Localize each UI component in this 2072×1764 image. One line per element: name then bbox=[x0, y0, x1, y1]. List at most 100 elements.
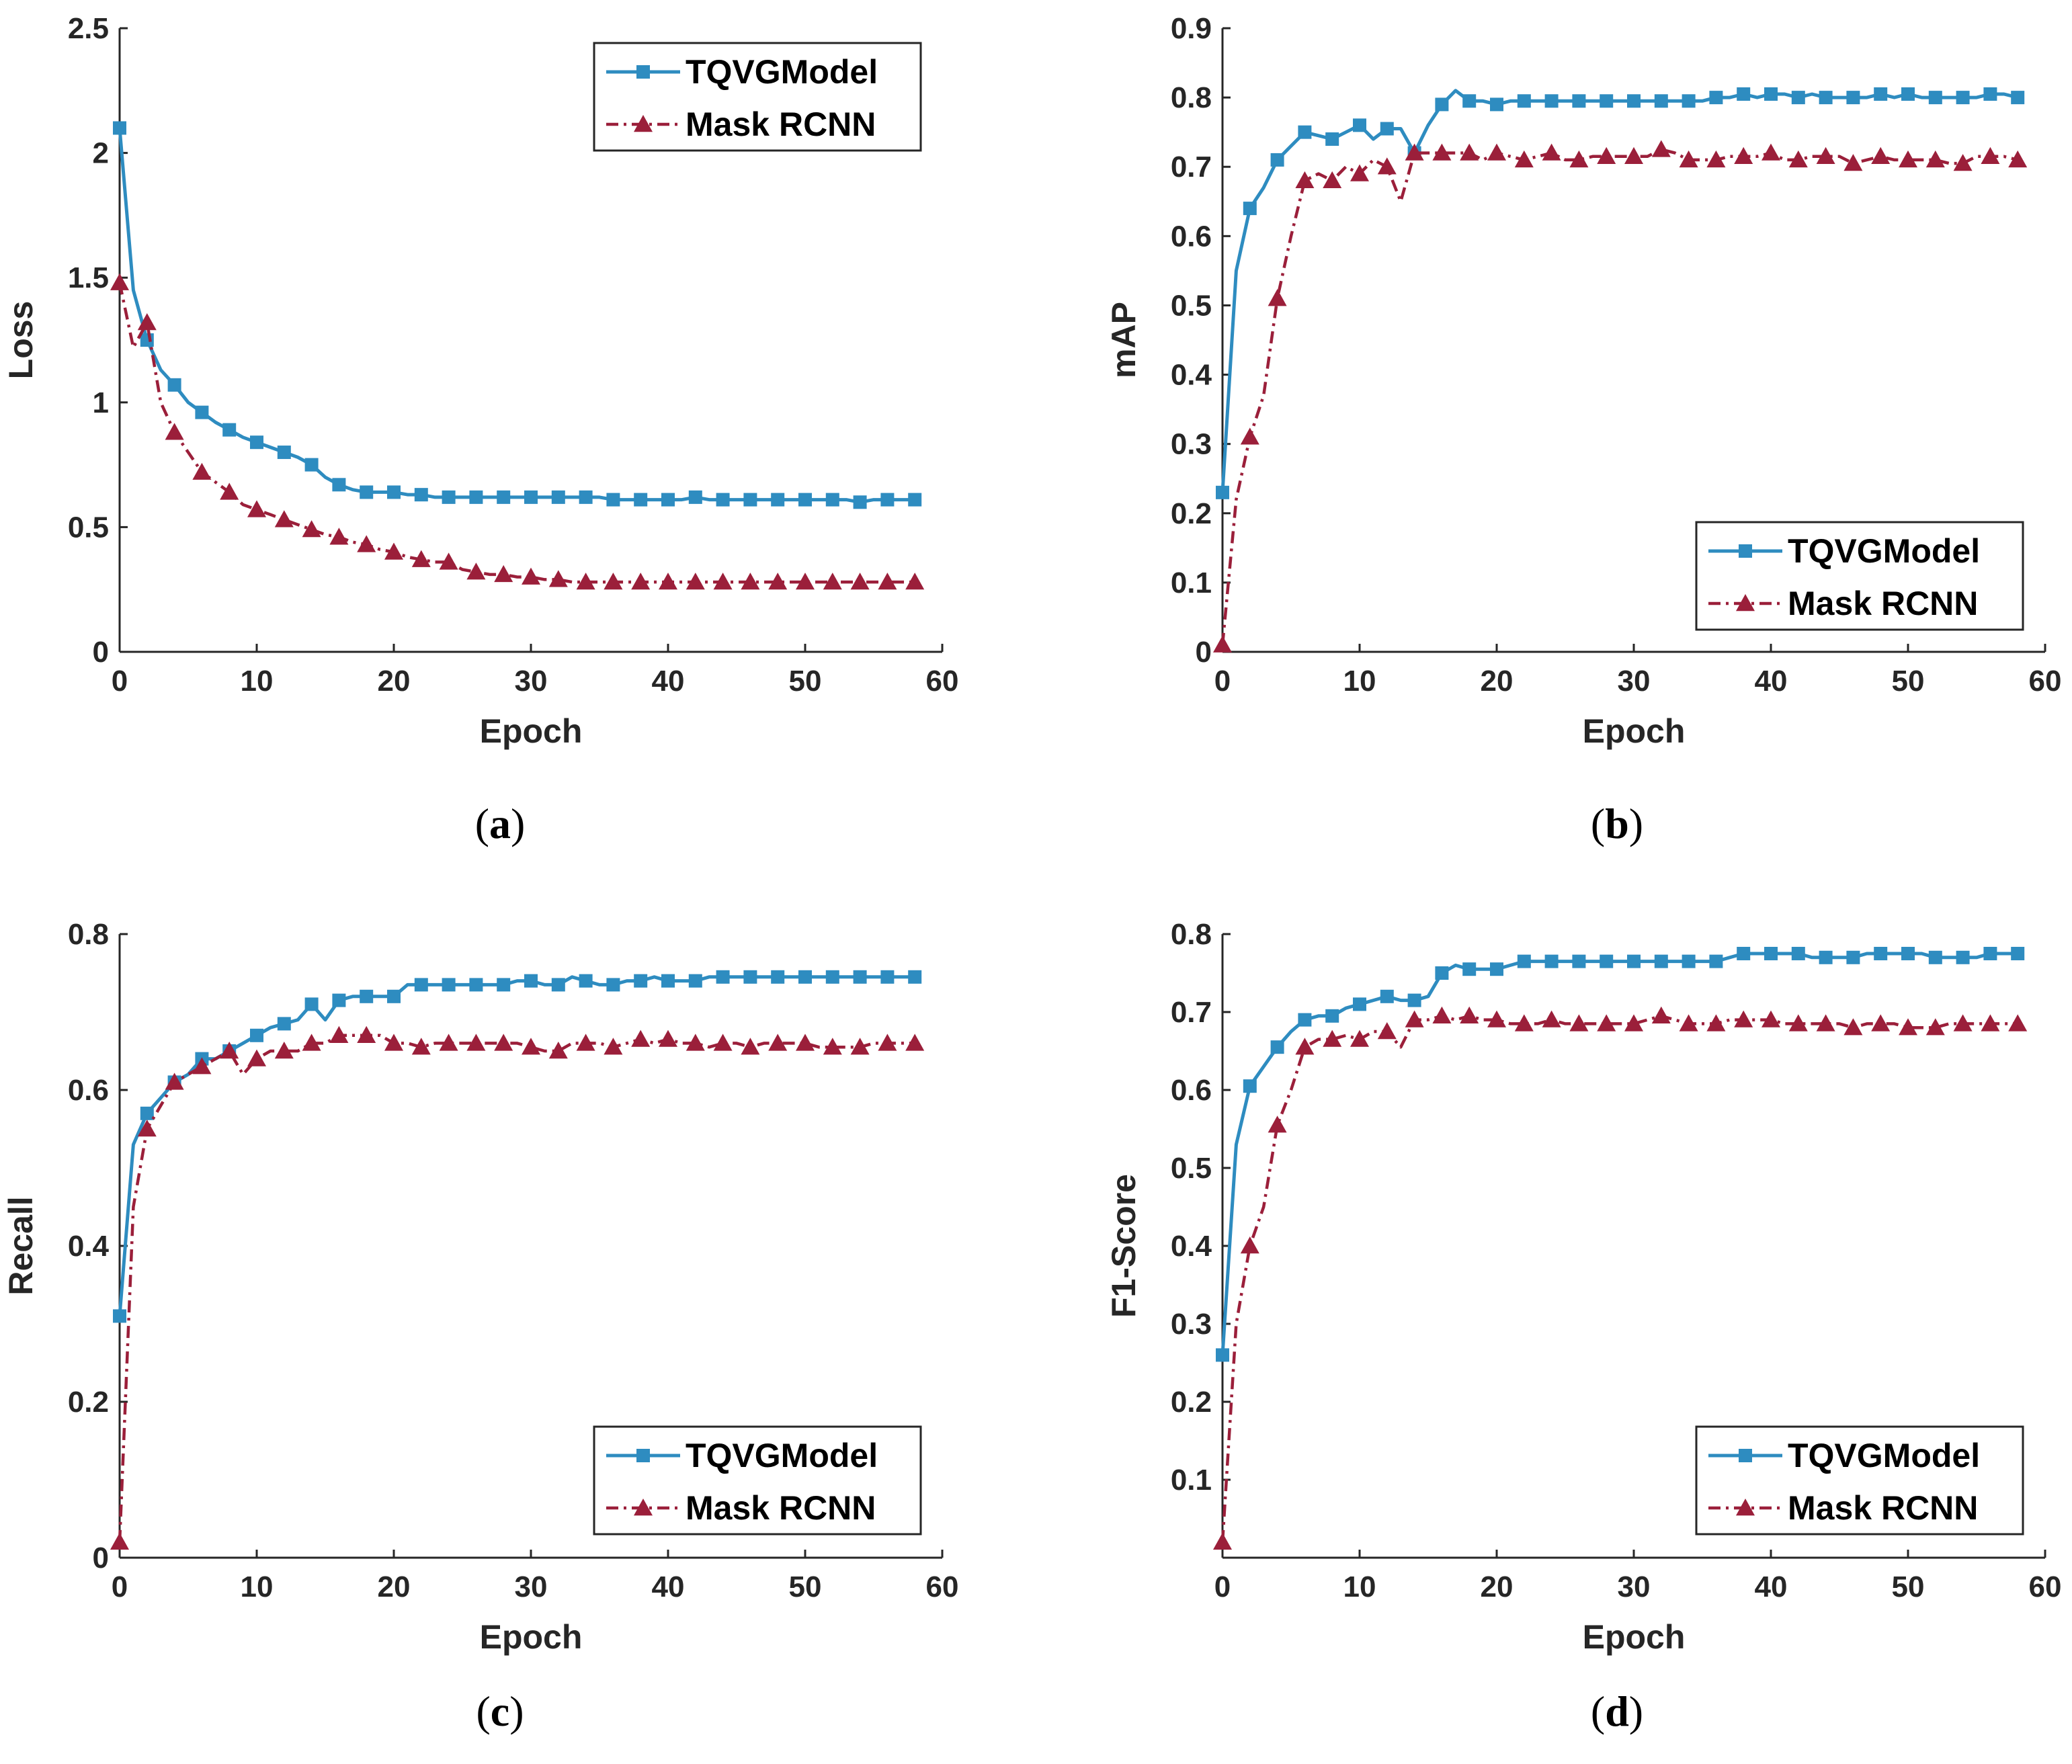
data-point bbox=[2008, 1014, 2028, 1032]
caption-letter: b bbox=[1605, 800, 1629, 847]
data-point bbox=[576, 573, 595, 590]
y-tick-label: 0.1 bbox=[1171, 1464, 1212, 1497]
series-line bbox=[1220, 1014, 2018, 1542]
data-point bbox=[1270, 1040, 1284, 1054]
data-point bbox=[247, 1049, 266, 1066]
series-tqvgmodel bbox=[1216, 947, 2025, 1362]
series-tqvgmodel bbox=[1216, 87, 2025, 499]
y-tick-label: 0.5 bbox=[1171, 289, 1212, 322]
data-point bbox=[878, 1034, 897, 1051]
data-point bbox=[661, 493, 675, 507]
data-point bbox=[1572, 954, 1586, 968]
data-point bbox=[631, 573, 651, 590]
caption-close: ) bbox=[511, 800, 525, 847]
data-point bbox=[743, 493, 757, 507]
data-point bbox=[1764, 947, 1778, 960]
data-point bbox=[1353, 997, 1366, 1011]
y-tick-label: 2.5 bbox=[68, 12, 109, 45]
legend-marker bbox=[1739, 1449, 1752, 1462]
y-tick-label: 0.1 bbox=[1171, 566, 1212, 599]
data-point bbox=[604, 1038, 623, 1055]
y-tick-label: 1 bbox=[93, 386, 109, 419]
legend-marker bbox=[1739, 544, 1752, 558]
x-tick-label: 50 bbox=[1892, 1570, 1925, 1603]
data-point bbox=[823, 573, 842, 590]
data-point bbox=[1956, 950, 1970, 964]
data-point bbox=[1490, 962, 1503, 976]
data-point bbox=[1542, 143, 1561, 161]
data-point bbox=[304, 458, 319, 472]
caption-open: ( bbox=[1591, 800, 1605, 847]
data-point bbox=[1295, 171, 1315, 189]
data-point bbox=[606, 493, 620, 507]
series-line bbox=[118, 975, 915, 1316]
data-point bbox=[741, 1038, 760, 1055]
data-point bbox=[1544, 94, 1559, 108]
x-tick-label: 60 bbox=[926, 665, 959, 698]
data-point bbox=[384, 1034, 403, 1051]
data-point bbox=[1597, 146, 1616, 164]
y-tick-label: 0 bbox=[93, 636, 109, 669]
data-point bbox=[247, 500, 266, 517]
series-mask-rcnn bbox=[110, 273, 925, 590]
data-point bbox=[1816, 146, 1835, 164]
data-point bbox=[1734, 146, 1753, 164]
series-mask-rcnn bbox=[110, 1025, 925, 1550]
data-point bbox=[1243, 202, 1257, 216]
x-tick-label: 60 bbox=[926, 1570, 959, 1603]
data-point bbox=[825, 493, 839, 507]
data-point bbox=[469, 978, 483, 992]
data-point bbox=[1953, 1014, 1973, 1032]
data-point bbox=[1983, 87, 1997, 101]
data-point bbox=[1405, 143, 1424, 161]
data-point bbox=[1791, 91, 1805, 105]
y-tick-label: 0.8 bbox=[1171, 81, 1212, 114]
caption-open: ( bbox=[475, 800, 489, 847]
y-axis-label: F1-Score bbox=[1105, 1174, 1143, 1318]
panel-caption: (a) bbox=[475, 800, 526, 847]
x-tick-label: 30 bbox=[1618, 665, 1651, 698]
data-point bbox=[1679, 150, 1698, 168]
legend-label: TQVGModel bbox=[1788, 1437, 1980, 1474]
data-point bbox=[274, 510, 294, 528]
y-tick-label: 0.8 bbox=[1171, 918, 1212, 951]
legend-label: Mask RCNN bbox=[686, 106, 876, 143]
series-tqvgmodel bbox=[113, 121, 922, 509]
data-point bbox=[2011, 91, 2025, 105]
data-point bbox=[1216, 1348, 1229, 1362]
series-line bbox=[1220, 952, 2018, 1355]
data-point bbox=[1819, 950, 1833, 964]
legend: TQVGModel Mask RCNN bbox=[593, 42, 922, 152]
data-point bbox=[1737, 947, 1751, 960]
data-point bbox=[1216, 485, 1229, 499]
data-point bbox=[713, 1034, 733, 1051]
data-point bbox=[1709, 954, 1723, 968]
data-point bbox=[220, 1042, 239, 1059]
data-point bbox=[357, 1025, 376, 1043]
data-point bbox=[274, 1042, 294, 1059]
data-point bbox=[1791, 947, 1805, 960]
x-tick-label: 20 bbox=[1481, 1570, 1514, 1603]
data-point bbox=[522, 567, 540, 585]
data-point bbox=[768, 573, 788, 590]
data-point bbox=[1624, 146, 1643, 164]
data-point bbox=[1514, 1014, 1534, 1032]
y-tick-label: 0.6 bbox=[68, 1074, 109, 1107]
y-tick-label: 0.4 bbox=[68, 1230, 110, 1263]
data-point bbox=[1925, 150, 1945, 168]
data-point bbox=[439, 1034, 458, 1051]
data-point bbox=[524, 490, 538, 504]
data-point bbox=[1377, 1022, 1397, 1040]
data-point bbox=[1654, 94, 1668, 108]
data-point bbox=[140, 1106, 154, 1120]
legend-box bbox=[1695, 1425, 2024, 1536]
data-point bbox=[1268, 289, 1287, 306]
data-point bbox=[1240, 427, 1259, 445]
caption-close: ) bbox=[1629, 1687, 1643, 1735]
data-point bbox=[165, 423, 184, 440]
data-point bbox=[548, 570, 568, 587]
data-point bbox=[1240, 1236, 1259, 1254]
data-point bbox=[1268, 1116, 1287, 1133]
caption-open: ( bbox=[476, 1687, 490, 1735]
